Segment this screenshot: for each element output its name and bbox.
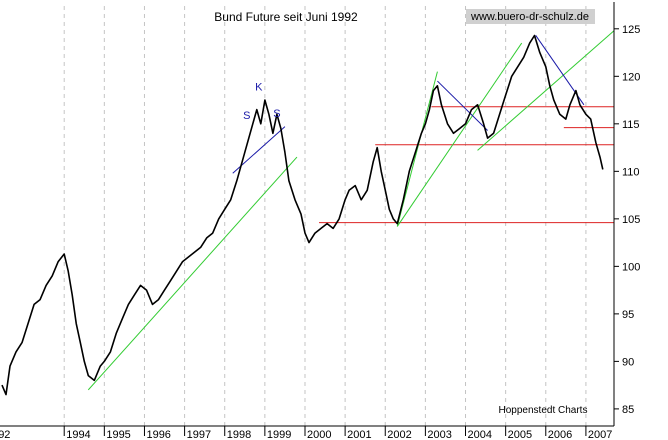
pattern-label-0: S	[243, 110, 250, 122]
url-label: www.buero-dr-schulz.de	[470, 11, 589, 23]
vertical-grid	[63, 6, 587, 426]
url-badge-background	[466, 9, 595, 24]
x-tick-label-2006: 2006	[548, 429, 572, 440]
y-tick-label-125: 125	[622, 24, 640, 36]
x-tick-label-2005: 2005	[508, 429, 532, 440]
x-tick-label-1999: 1999	[267, 429, 291, 440]
y-tick-label-105: 105	[622, 214, 640, 226]
y-tick-label-110: 110	[622, 166, 640, 178]
pattern-label-1: K	[255, 82, 263, 94]
x-tick-label-2002: 2002	[387, 429, 411, 440]
x-tick-label-2001: 2001	[347, 429, 371, 440]
x-tick-label-2003: 2003	[427, 429, 451, 440]
x-tick-label-2007: 2007	[588, 429, 612, 440]
trend-lines	[87, 30, 615, 391]
trend-line-5	[437, 80, 488, 131]
x-tick-label-2000: 2000	[307, 429, 331, 440]
chart-title: Bund Future seit Juni 1992	[214, 10, 358, 24]
trend-line-3	[477, 30, 615, 151]
x-tick-label-1997: 1997	[187, 429, 211, 440]
pattern-label-2: S	[273, 108, 280, 120]
y-tick-label-85: 85	[622, 404, 634, 416]
trend-line-0	[87, 156, 298, 391]
x-tick-label-1996: 1996	[146, 429, 170, 440]
x-tick-label-1992: 1992	[0, 429, 10, 440]
pattern-labels: S K S	[243, 82, 280, 123]
x-axis-ticks: 1992 1994 1995 1996 1997 1998 1999 2000 2001 2002…	[0, 426, 612, 440]
y-tick-label-95: 95	[622, 309, 634, 321]
trend-line-2	[396, 42, 523, 227]
axes	[0, 2, 615, 427]
y-tick-label-120: 120	[622, 71, 640, 83]
horizontal-support-lines	[319, 106, 614, 224]
trend-line-1	[396, 71, 438, 227]
price-series	[1, 34, 604, 396]
x-tick-label-1994: 1994	[66, 429, 90, 440]
y-axis-ticks: 85 90 95 100 105 110 115 120 125	[614, 24, 640, 416]
y-tick-label-115: 115	[622, 119, 640, 131]
source-label: Hoppenstedt Charts	[499, 405, 588, 416]
series-line-0	[1, 34, 604, 396]
x-tick-label-2004: 2004	[468, 429, 492, 440]
y-tick-label-90: 90	[622, 356, 634, 368]
x-tick-label-1995: 1995	[106, 429, 130, 440]
y-tick-label-100: 100	[622, 261, 640, 273]
x-tick-label-1998: 1998	[227, 429, 251, 440]
